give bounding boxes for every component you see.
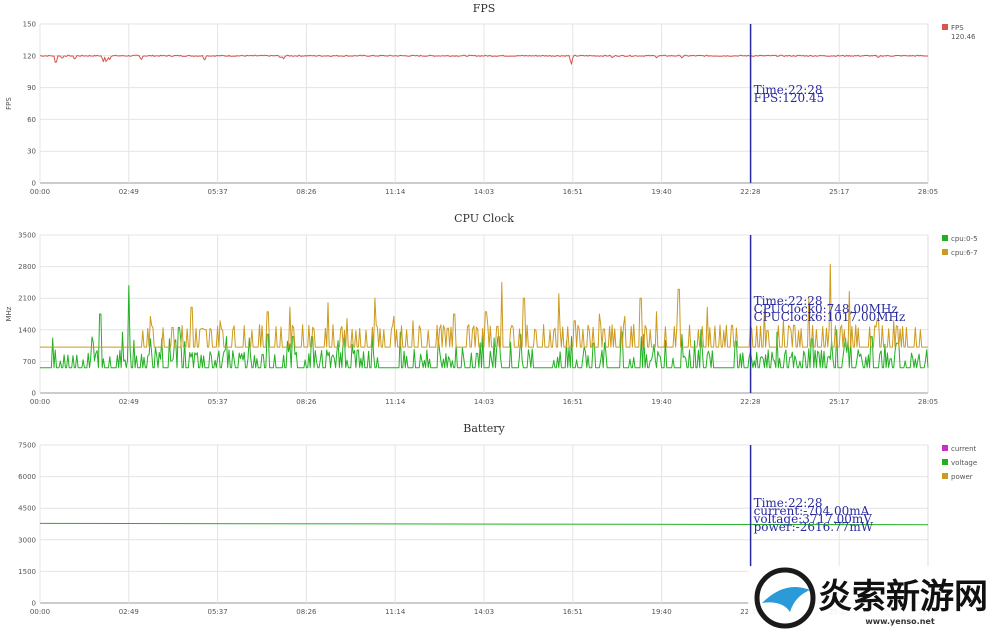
cursor-readout: voltage:3717.00mV (753, 512, 873, 526)
x-tick-label: 16:51 (563, 188, 583, 196)
x-tick-label: 02:49 (119, 188, 139, 196)
x-tick-label: 08:26 (296, 608, 317, 616)
x-tick-label: 00:00 (30, 608, 50, 616)
y-tick-label: 30 (27, 148, 36, 156)
cursor-readout: current:-704.00mA (754, 504, 870, 518)
x-tick-label: 02:49 (119, 608, 139, 616)
chart-title: Battery (463, 422, 505, 435)
legend-label: cpu:6-7 (951, 249, 978, 257)
x-tick-label: 16:51 (563, 608, 583, 616)
legend-label: voltage (951, 459, 977, 467)
y-tick-label: 3000 (18, 536, 36, 544)
y-tick-label: 0 (32, 600, 36, 608)
watermark-brand: 炎索新游网 (818, 577, 988, 617)
y-axis-label: FPS (5, 97, 13, 110)
x-tick-label: 08:26 (296, 188, 317, 196)
cursor-readout: Time:22:28 (754, 83, 823, 97)
watermark-bird-icon (762, 586, 810, 612)
legend-swatch (942, 459, 948, 465)
y-tick-label: 90 (27, 84, 36, 92)
chart-panel-2: CPU Clock 0 700 1400 2100 2800 3500 00:00 02:49 0… (5, 212, 978, 406)
x-tick-label: 19:40 (652, 398, 672, 406)
legend-swatch (942, 445, 948, 451)
y-tick-label: 1400 (18, 326, 36, 334)
cursor-readout: CPUClock6:1017.00MHz (754, 310, 906, 324)
cursor-readout: FPS:120.45 (754, 91, 825, 105)
x-tick-label: 00:00 (30, 398, 50, 406)
legend-value: 120.46 (951, 33, 976, 41)
y-tick-label: 60 (27, 116, 36, 124)
y-tick-label: 4500 (18, 505, 36, 513)
legend-label: power (951, 473, 973, 481)
legend-label: cpu:0-5 (951, 235, 978, 243)
x-tick-label: 05:37 (208, 188, 228, 196)
series-line-cpu-0-5 (40, 285, 929, 369)
y-tick-label: 1500 (18, 568, 36, 576)
y-tick-label: 7500 (18, 442, 36, 450)
y-axis-label: MHz (5, 306, 13, 321)
x-tick-label: 16:51 (563, 398, 583, 406)
y-tick-label: 0 (32, 390, 36, 398)
y-tick-label: 2100 (18, 295, 36, 303)
x-tick-label: 08:26 (296, 398, 317, 406)
x-tick-label: 19:40 (652, 608, 672, 616)
y-tick-label: 3500 (18, 232, 36, 240)
series-line-fps (39, 54, 929, 65)
y-tick-label: 0 (32, 180, 36, 188)
cursor-readout: Time:22:28 (754, 294, 823, 308)
x-tick-label: 11:14 (385, 398, 406, 406)
y-tick-label: 700 (23, 358, 36, 366)
chart-panel-1: FPS 0 30 60 90 120 150 00:00 02:49 05:37 08:26 11:1… (5, 2, 976, 196)
x-tick-label: 19:40 (652, 188, 672, 196)
legend-label: current (951, 445, 977, 453)
cursor-readout: Time:22:28 (754, 496, 823, 510)
x-tick-label: 11:14 (385, 188, 406, 196)
cursor-readout: power:-2616.77mW (754, 520, 874, 534)
y-tick-label: 2800 (18, 263, 36, 271)
x-tick-label: 00:00 (30, 188, 50, 196)
legend-label: FPS (951, 24, 964, 32)
x-tick-label: 02:49 (119, 398, 139, 406)
y-tick-label: 150 (23, 21, 36, 29)
watermark-url: www.yenso.net (865, 617, 934, 626)
x-tick-label: 22:28 (740, 188, 760, 196)
x-tick-label: 05:37 (208, 398, 228, 406)
legend-swatch (942, 473, 948, 479)
x-tick-label: 11:14 (385, 608, 406, 616)
legend-swatch (942, 249, 948, 255)
x-tick-label: 14:03 (474, 398, 494, 406)
y-tick-label: 120 (23, 52, 36, 60)
series-line-voltage (39, 522, 929, 526)
x-tick-label: 14:03 (474, 608, 494, 616)
x-tick-label: 22:28 (740, 398, 760, 406)
legend-swatch (942, 235, 948, 241)
x-tick-label: 28:05 (918, 188, 938, 196)
x-tick-label: 14:03 (474, 188, 494, 196)
x-tick-label: 05:37 (208, 608, 228, 616)
x-tick-label: 28:05 (918, 398, 938, 406)
chart-title: FPS (473, 2, 496, 15)
series-line-cpu-6-7 (40, 263, 928, 348)
x-tick-label: 25:17 (829, 188, 849, 196)
chart-title: CPU Clock (454, 212, 514, 225)
x-tick-label: 25:17 (829, 398, 849, 406)
y-tick-label: 6000 (18, 473, 36, 481)
legend-swatch (942, 24, 948, 30)
cursor-readout: CPUClock0:748.00MHz (754, 302, 898, 316)
